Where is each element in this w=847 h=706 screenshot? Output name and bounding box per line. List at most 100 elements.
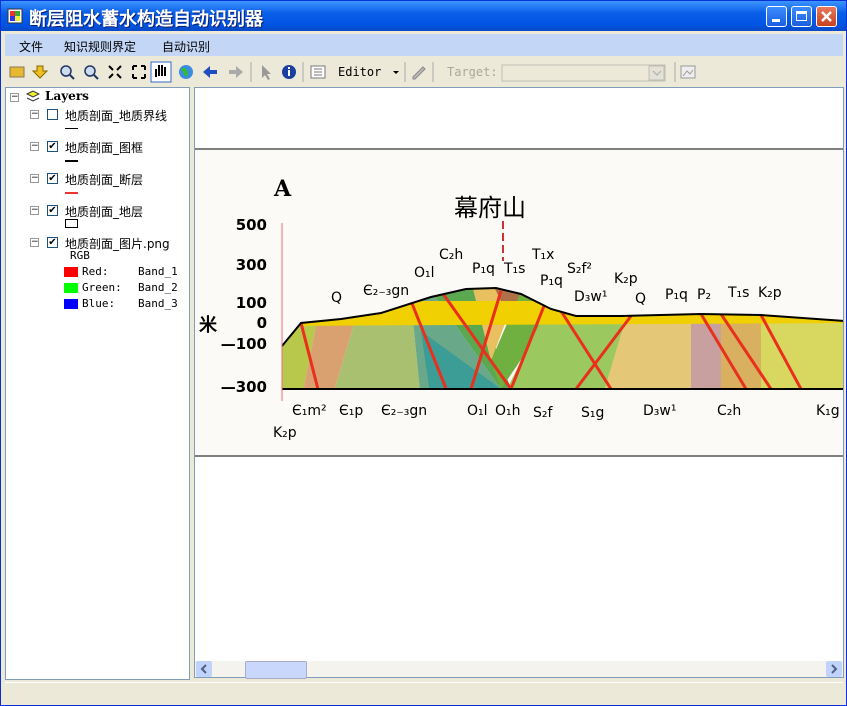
- formation-label: C₂h: [717, 403, 741, 419]
- stratum: [331, 301, 421, 389]
- menu-item[interactable]: 文件: [19, 40, 44, 54]
- toolbar: Editor Target:: [5, 59, 843, 85]
- formation-label: S₂f²: [567, 261, 592, 277]
- formation-label: O₁l: [414, 265, 435, 281]
- cross-section: [282, 288, 843, 389]
- rgb-label: RGB: [70, 249, 90, 262]
- elevation-label: 0: [257, 314, 267, 332]
- expand-toggle[interactable]: −: [10, 92, 19, 102]
- elevation-label: —100: [221, 335, 267, 353]
- stratum: [421, 331, 501, 389]
- minimize-button[interactable]: [766, 6, 787, 27]
- fault-line: [439, 290, 513, 389]
- band-swatch: [64, 267, 78, 277]
- formation-label: T₁x: [531, 247, 554, 263]
- window-title: 断层阻水蓄水构造自动识别器: [29, 9, 263, 30]
- band-label: Red:: [82, 265, 109, 278]
- fault-line: [469, 290, 503, 389]
- band-label: Blue:: [82, 297, 116, 310]
- band-name: Band_2: [138, 281, 178, 294]
- elevation-label: 500: [236, 216, 267, 234]
- close-button[interactable]: [816, 6, 837, 27]
- fault-line: [699, 313, 748, 389]
- mountain-name: 幕府山: [454, 194, 526, 222]
- band-swatch: [64, 283, 78, 293]
- app-icon: [7, 8, 23, 24]
- formation-label: Q: [635, 291, 646, 307]
- elevation-label: 100: [236, 294, 267, 312]
- map-view: A 幕府山米 500 300 100 0 —100 —300 Q Є₂₋₃gn O₁l C₂h P₁q T…: [194, 87, 844, 679]
- fault-line: [509, 300, 548, 389]
- menu-item[interactable]: 知识规则界定: [64, 40, 137, 54]
- status-bar: [5, 682, 843, 704]
- formation-label: Є₂₋₃gn: [381, 403, 427, 419]
- layers-root: Layers: [45, 89, 89, 103]
- menu-bar: 文件 知识规则界定 自动识别: [5, 34, 843, 56]
- scroll-thumb[interactable]: [245, 661, 307, 679]
- fill-symbol: [65, 219, 78, 228]
- formation-label: P₁q: [540, 273, 563, 289]
- stratum: [721, 301, 761, 389]
- layer-name[interactable]: 地质剖面_图框: [65, 141, 144, 155]
- horizontal-scrollbar[interactable]: [195, 661, 843, 679]
- formation-label: S₁g: [581, 405, 604, 421]
- formation-label: P₁q: [472, 261, 495, 277]
- expand-toggle[interactable]: −: [30, 141, 39, 151]
- formation-label: T₁s: [727, 285, 749, 301]
- line-symbol: [65, 192, 78, 194]
- layer-checkbox[interactable]: ✔: [47, 237, 58, 248]
- fault-line: [719, 313, 773, 389]
- formation-label: O₁l: [467, 403, 488, 419]
- formation-label: Є₁p: [339, 403, 363, 419]
- layer-checkbox[interactable]: ✔: [47, 141, 58, 152]
- layers-icon: [25, 90, 41, 102]
- fault-line: [759, 314, 803, 389]
- formation-label: C₂h: [439, 247, 463, 263]
- layer-name[interactable]: 地质剖面_断层: [65, 173, 144, 187]
- layer-name[interactable]: 地质剖面_图片.png: [65, 237, 170, 251]
- band-label: Green:: [82, 281, 122, 294]
- target-label: Target:: [447, 65, 498, 79]
- elevation-label: —300: [221, 378, 267, 396]
- stratum: [501, 301, 641, 389]
- formation-label: K₂p: [273, 425, 297, 441]
- stratum: [761, 301, 843, 389]
- menu-item[interactable]: 自动识别: [162, 40, 211, 54]
- formation-label: O₁h: [495, 403, 521, 419]
- title-bar: 断层阻水蓄水构造自动识别器: [1, 1, 846, 31]
- fault-line: [559, 310, 613, 389]
- layer-name[interactable]: 地质剖面_地层: [65, 205, 144, 219]
- formation-label: K₂p: [614, 271, 638, 287]
- editor-menu[interactable]: Editor: [338, 65, 382, 79]
- layer-checkbox[interactable]: [47, 109, 58, 120]
- table-of-contents: − Layers − 地质剖面_地质界线 − ✔ 地质剖面_图框 − ✔ 地质剖面_断层 − ✔ 地质剖…: [5, 87, 190, 680]
- formation-label: S₂f: [533, 405, 553, 421]
- expand-toggle[interactable]: −: [30, 173, 39, 183]
- formation-label: P₁q: [665, 287, 688, 303]
- formation-label: D₃w¹: [574, 289, 607, 305]
- fault-line: [574, 315, 633, 389]
- band-name: Band_3: [138, 297, 178, 310]
- ground-profile: [281, 286, 843, 347]
- maximize-button[interactable]: [791, 6, 812, 27]
- expand-toggle[interactable]: −: [30, 109, 39, 119]
- band-name: Band_1: [138, 265, 178, 278]
- band-swatch: [64, 299, 78, 309]
- layer-name[interactable]: 地质剖面_地质界线: [65, 109, 168, 123]
- formation-label: K₂p: [758, 285, 782, 301]
- unit-label: 米: [199, 314, 218, 336]
- stratum: [601, 301, 701, 389]
- layer-checkbox[interactable]: ✔: [47, 173, 58, 184]
- elevation-label: 300: [236, 256, 267, 274]
- expand-toggle[interactable]: −: [30, 205, 39, 215]
- formation-label: D₃w¹: [643, 403, 676, 419]
- line-symbol: [65, 128, 78, 129]
- formation-label: K₁g: [816, 403, 840, 419]
- layer-checkbox[interactable]: ✔: [47, 205, 58, 216]
- expand-toggle[interactable]: −: [30, 237, 39, 247]
- formation-label: T₁s: [503, 261, 525, 277]
- formation-label: P₂: [697, 287, 711, 303]
- formation-label: Є₁m²: [292, 403, 327, 419]
